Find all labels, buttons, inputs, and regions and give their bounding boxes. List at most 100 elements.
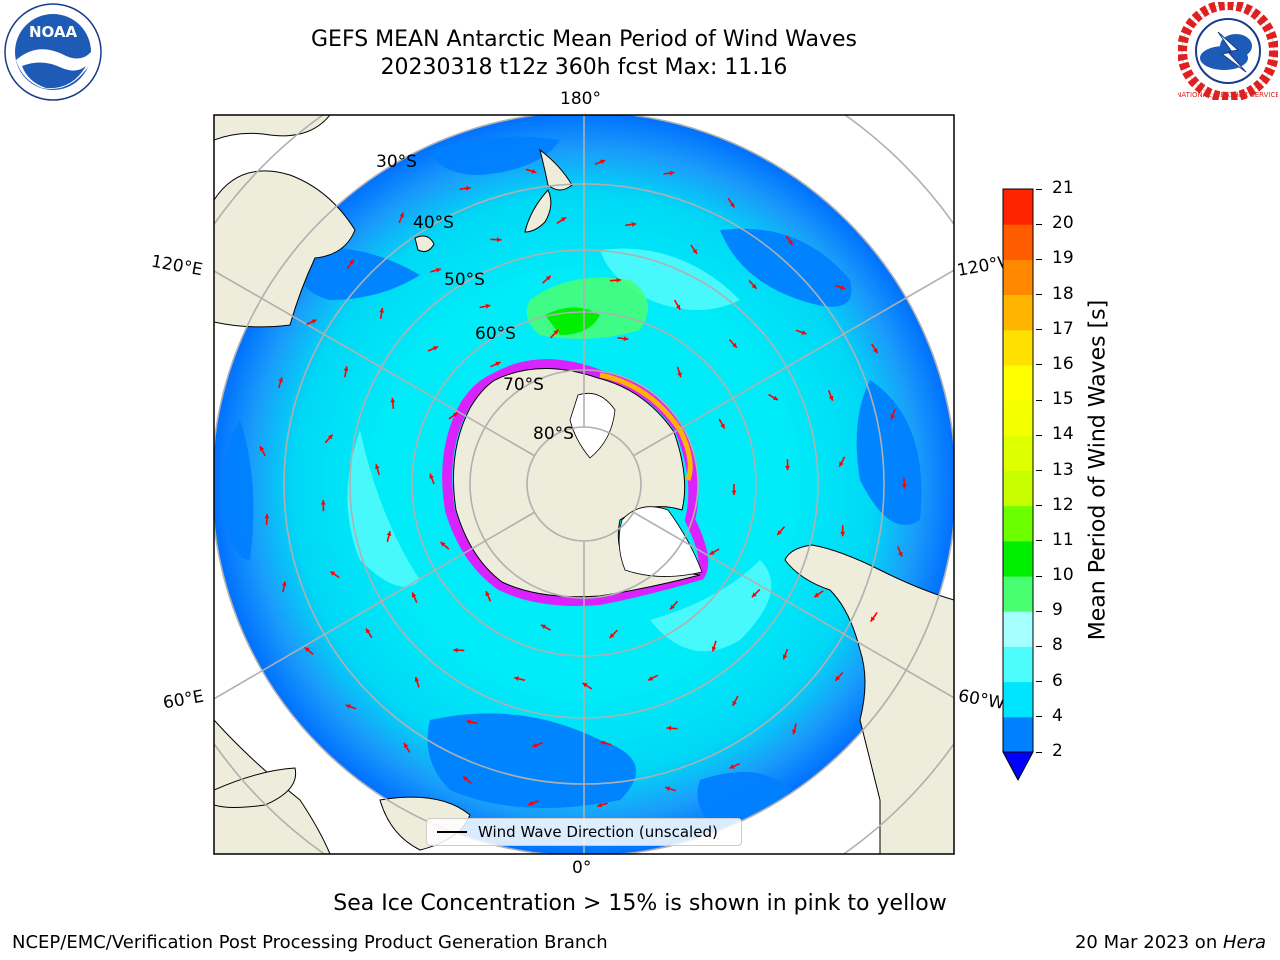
wave-direction-arrowhead [773, 395, 778, 400]
wave-direction-arrowhead [399, 212, 404, 218]
colorbar-tick-label: 15 [1052, 389, 1074, 410]
colorbar-bin [1003, 540, 1033, 577]
wave-direction-arrowhead [582, 683, 588, 688]
colorbar-bin [1003, 294, 1033, 331]
wave-direction-arrowhead [545, 275, 551, 281]
wave-direction-arrowhead [732, 700, 737, 706]
sea-ice-caption: Sea Ice Concentration > 15% is shown in … [0, 891, 1280, 916]
colorbar-bin [1003, 646, 1033, 683]
colorbar-tick-mark [1036, 751, 1042, 753]
wave-direction-arrowhead [692, 248, 697, 254]
lat-label-80s: 80°S [533, 424, 574, 444]
colorbar-tick-label: 21 [1052, 178, 1074, 198]
wave-direction-arrowhead [264, 514, 270, 519]
wave-direction-arrowhead [730, 202, 735, 208]
wave-direction-arrowhead [561, 217, 567, 222]
colorbar-tick-mark [1036, 645, 1042, 647]
legend-line-swatch [437, 831, 467, 833]
wave-direction-arrowhead [495, 361, 501, 367]
wave-direction-arrowhead [452, 412, 458, 418]
colorbar-tick-mark [1036, 329, 1042, 331]
wave-direction-arrowhead [898, 551, 903, 557]
colorbar-tick-label: 18 [1052, 283, 1074, 304]
colorbar-tick-label: 8 [1052, 635, 1063, 656]
wave-direction-arrowhead [429, 473, 434, 479]
colorbar-tick-label: 2 [1052, 741, 1063, 761]
wave-direction-arrowhead [792, 729, 797, 735]
colorbar-tick-label: 11 [1052, 529, 1074, 550]
wave-direction-arrowhead [890, 414, 895, 420]
colorbar-tick-label: 20 [1052, 213, 1074, 234]
colorbar-tick-label: 13 [1052, 459, 1074, 480]
colorbar-tick-mark [1036, 505, 1042, 507]
wave-direction-arrowhead [840, 285, 846, 290]
wave-direction-arrowhead [609, 633, 615, 638]
colorbar-tick-mark [1036, 399, 1042, 401]
colorbar-bin [1003, 470, 1033, 507]
colorbar-tick-mark [1036, 188, 1042, 190]
wave-direction-arrowhead [553, 329, 559, 335]
colorbar-bin [1003, 400, 1033, 436]
australia [214, 170, 356, 328]
wave-direction-arrowhead [814, 592, 820, 598]
wave-direction-arrowhead [623, 336, 629, 341]
lon-label-60e: 60°E [161, 686, 206, 714]
wave-direction-arrowhead [709, 550, 715, 555]
colorbar-tick-mark [1036, 540, 1042, 542]
colorbar-tick-mark [1036, 364, 1042, 366]
wave-direction-arrowhead [304, 647, 310, 652]
wave-direction-arrowhead [616, 277, 621, 283]
wave-direction-arrowhead [600, 159, 606, 164]
map-frame [213, 114, 955, 855]
lon-label-120e: 120°E [149, 251, 205, 281]
wave-direction-arrowhead [414, 676, 420, 682]
wave-direction-arrowhead [436, 267, 441, 273]
wave-direction-arrowhead [345, 704, 351, 709]
wave-direction-arrowhead [366, 628, 371, 634]
wave-direction-arrowhead [327, 434, 333, 440]
madagascar [214, 767, 297, 808]
colorbar-tick-mark [1036, 294, 1042, 296]
wave-direction-arrowhead [433, 346, 439, 351]
lon-label-60w: 60°W [956, 686, 1007, 714]
legend-label: Wind Wave Direction (unscaled) [478, 823, 718, 841]
wave-direction-arrowhead [670, 604, 675, 610]
wave-direction-arrowhead [782, 654, 788, 660]
wave-direction-arrowhead [711, 646, 717, 652]
wave-direction-arrowhead [828, 395, 834, 401]
colorbar-label: Mean Period of Wind Waves [s] [1085, 299, 1111, 641]
colorbar-bin [1003, 681, 1033, 718]
colorbar-bin [1003, 364, 1033, 401]
colorbar-bin [1003, 259, 1033, 296]
wave-direction-arrowhead [541, 624, 547, 629]
wave-direction-arrowhead [597, 802, 603, 808]
longitude-gridlines [214, 115, 954, 854]
wave-direction-arrowhead [732, 342, 737, 348]
tasmania [414, 235, 435, 252]
wave-direction-arrowhead [729, 764, 735, 769]
colorbar-tick-label: 9 [1052, 600, 1063, 621]
wave-direction-arrowhead [259, 446, 265, 452]
wave-direction-arrowhead [839, 461, 844, 467]
wave-direction-arrowhead [386, 531, 392, 536]
colorbar-tick-mark [1036, 434, 1042, 436]
wave-direction-arrowhead [485, 303, 491, 309]
colorbar-bin [1003, 435, 1033, 471]
colorbar-bin [1003, 224, 1033, 260]
colorbar-tick-label: 17 [1052, 318, 1074, 339]
wave-direction-arrowhead [465, 186, 471, 191]
wave-direction-arrowhead [532, 742, 538, 748]
colorbar-tick-label: 10 [1052, 565, 1074, 586]
wave-direction-arrowhead [675, 304, 681, 310]
lon-label-0: 0° [572, 858, 592, 878]
wave-direction-arrowhead [801, 330, 807, 335]
noaa-logo: NOAA [4, 3, 102, 101]
colorbar-bin [1003, 716, 1033, 753]
nws-logo-text: NATIONAL WEATHER SERVICE [1178, 91, 1278, 99]
wave-direction-arrowhead [751, 592, 757, 598]
wave-direction-arrowhead [349, 259, 354, 265]
wave-direction-arrowhead [496, 237, 502, 242]
colorbar-tick-mark [1036, 681, 1042, 683]
wave-direction-arrowhead [840, 531, 846, 537]
south-america [784, 544, 954, 854]
